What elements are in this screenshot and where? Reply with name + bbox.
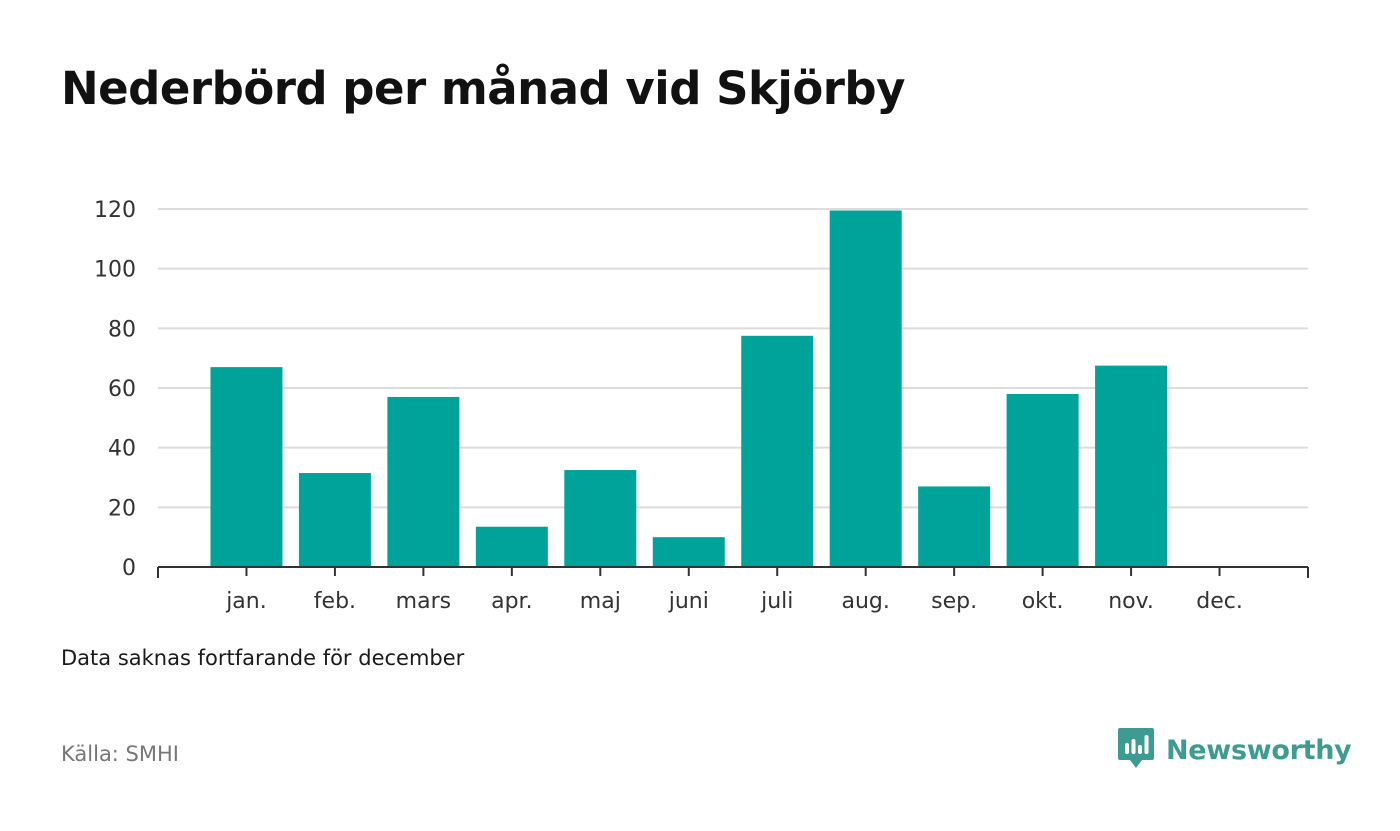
bar bbox=[1095, 365, 1168, 567]
bar bbox=[741, 335, 814, 567]
bar bbox=[918, 486, 991, 567]
x-tick-label: mars bbox=[396, 589, 451, 614]
y-tick-label: 100 bbox=[94, 258, 136, 283]
x-tick-label: juni bbox=[668, 589, 709, 614]
x-axis bbox=[157, 566, 1309, 578]
x-axis-ticks: jan. feb. mars apr. maj juni juli aug. sep. okt. n… bbox=[225, 589, 1243, 614]
bar bbox=[1006, 393, 1079, 567]
y-tick-label: 120 bbox=[94, 198, 136, 223]
source-label: Källa: SMHI bbox=[61, 742, 179, 766]
footnote: Data saknas fortfarande för december bbox=[61, 646, 465, 670]
newsworthy-logo-icon bbox=[1118, 728, 1154, 768]
y-tick-label: 40 bbox=[108, 437, 136, 462]
bar bbox=[298, 473, 371, 567]
x-tick-label: aug. bbox=[841, 589, 889, 614]
bar bbox=[210, 367, 283, 567]
x-tick-label: juli bbox=[760, 589, 793, 614]
y-tick-label: 60 bbox=[108, 377, 136, 402]
y-tick-label: 80 bbox=[108, 317, 136, 342]
chart-title: Nederbörd per månad vid Skjörby bbox=[61, 62, 905, 115]
x-tick-label: jan. bbox=[225, 589, 267, 614]
x-tick-label: dec. bbox=[1196, 589, 1243, 614]
y-tick-label: 0 bbox=[122, 556, 136, 581]
bar bbox=[652, 537, 725, 567]
bar bbox=[387, 396, 460, 567]
bar bbox=[475, 526, 548, 567]
x-tick-label: apr. bbox=[491, 589, 532, 614]
y-axis-ticks: 0 20 40 60 80 100 120 bbox=[94, 198, 136, 581]
x-tick-label: sep. bbox=[931, 589, 977, 614]
x-tick-label: feb. bbox=[314, 589, 356, 614]
bar bbox=[829, 210, 902, 567]
newsworthy-logo: Newsworthy bbox=[1118, 728, 1352, 772]
bar bbox=[564, 470, 637, 567]
newsworthy-logo-text: Newsworthy bbox=[1166, 734, 1352, 766]
x-tick-label: maj bbox=[580, 589, 621, 614]
x-tick-label: nov. bbox=[1108, 589, 1154, 614]
x-tick-label: okt. bbox=[1022, 589, 1064, 614]
bars bbox=[210, 210, 1168, 567]
y-tick-label: 20 bbox=[108, 496, 136, 521]
